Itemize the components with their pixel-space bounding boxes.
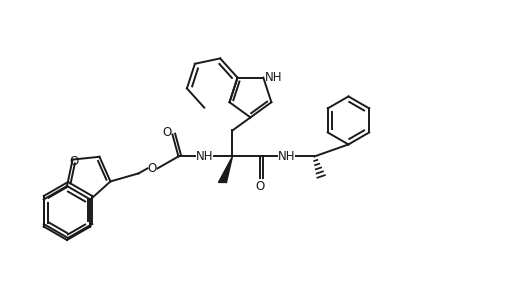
Text: O: O <box>69 155 78 168</box>
Text: NH: NH <box>196 150 213 163</box>
Text: NH: NH <box>278 150 295 163</box>
Text: O: O <box>256 180 265 193</box>
Text: NH: NH <box>265 71 282 84</box>
Text: O: O <box>148 162 157 175</box>
Polygon shape <box>219 156 232 182</box>
Text: O: O <box>163 126 172 139</box>
